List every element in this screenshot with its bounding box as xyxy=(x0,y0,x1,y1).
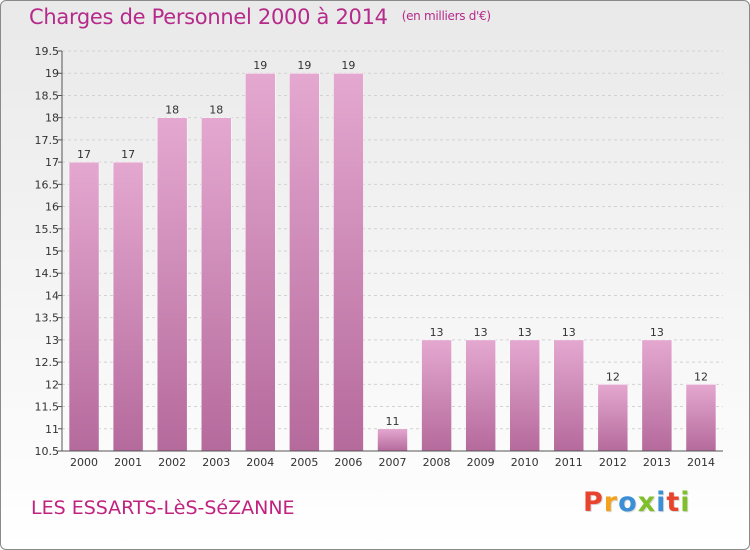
bar[interactable] xyxy=(685,384,717,452)
y-tick-label: 14.5 xyxy=(35,267,60,280)
logo-letter: o xyxy=(618,487,638,518)
proxiti-logo[interactable]: Proxiti xyxy=(583,487,691,518)
x-tick-label: 2012 xyxy=(599,456,627,469)
y-tick-label: 13 xyxy=(45,334,59,347)
chart-title: Charges de Personnel 2000 à 2014 (en mill… xyxy=(29,5,491,29)
x-tick-label: 2007 xyxy=(379,456,407,469)
x-tick-label: 2006 xyxy=(334,456,362,469)
bar[interactable] xyxy=(509,339,540,452)
data-label: 13 xyxy=(650,326,664,339)
bar[interactable] xyxy=(156,117,188,452)
bar[interactable] xyxy=(641,339,673,452)
x-tick-label: 2003 xyxy=(202,456,230,469)
bar[interactable] xyxy=(245,72,276,452)
data-label: 18 xyxy=(209,104,223,117)
y-tick-label: 12 xyxy=(45,378,59,391)
data-label: 13 xyxy=(562,326,576,339)
logo-letter: r xyxy=(603,487,619,518)
y-tick-label: 11.5 xyxy=(35,401,60,414)
x-tick-label: 2004 xyxy=(246,456,274,469)
data-label: 12 xyxy=(606,370,620,383)
y-tick-label: 15.5 xyxy=(35,223,60,236)
x-tick-label: 2009 xyxy=(467,456,495,469)
y-tick-label: 12.5 xyxy=(35,356,60,369)
y-tick-label: 16 xyxy=(45,201,59,214)
chart-title-text: Charges de Personnel 2000 à 2014 xyxy=(29,5,388,29)
bar[interactable] xyxy=(421,339,452,452)
bar[interactable] xyxy=(112,161,144,452)
logo-letter: i xyxy=(656,487,667,518)
x-tick-label: 2011 xyxy=(555,456,583,469)
y-axis: 10.5 11 11.5 12 12.5 13 13.5 14 14.5 15 15.5 16 16.5… xyxy=(35,45,63,458)
logo-letter: x xyxy=(637,487,657,518)
bar[interactable] xyxy=(289,72,320,452)
y-tick-label: 17.5 xyxy=(35,134,60,147)
data-label: 12 xyxy=(694,370,708,383)
data-label: 18 xyxy=(165,104,179,117)
bar[interactable] xyxy=(553,339,585,452)
x-tick-label: 2008 xyxy=(423,456,451,469)
x-tick-label: 2014 xyxy=(687,456,715,469)
bar[interactable] xyxy=(68,161,100,452)
chart-unit: (en milliers d'€) xyxy=(401,9,491,23)
y-tick-label: 11 xyxy=(45,423,59,436)
x-tick-label: 2001 xyxy=(114,456,142,469)
bar[interactable] xyxy=(597,384,629,452)
data-label: 19 xyxy=(297,59,311,72)
data-label: 13 xyxy=(474,326,488,339)
logo-letter: i xyxy=(680,487,691,518)
x-tick-label: 2013 xyxy=(643,456,671,469)
y-tick-label: 13.5 xyxy=(35,312,60,325)
data-label: 17 xyxy=(121,148,135,161)
bars: 17 17 18 18 19 19 19 11 13 13 13 13 12 13 12 xyxy=(68,59,717,452)
x-tick-label: 2000 xyxy=(70,456,98,469)
data-label: 13 xyxy=(518,326,532,339)
x-axis: 2000 2001 2002 2003 2004 2005 2006 2007 2008 2009… xyxy=(62,450,723,469)
y-tick-label: 15 xyxy=(45,245,59,258)
y-tick-label: 10.5 xyxy=(35,445,60,458)
y-tick-label: 19.5 xyxy=(35,45,60,58)
y-tick-label: 17 xyxy=(45,156,59,169)
data-label: 19 xyxy=(253,59,267,72)
y-tick-label: 16.5 xyxy=(35,178,60,191)
data-label: 13 xyxy=(430,326,444,339)
y-tick-label: 14 xyxy=(45,289,59,302)
data-label: 11 xyxy=(386,415,400,428)
y-tick-label: 19 xyxy=(45,67,59,80)
bar[interactable] xyxy=(377,428,408,452)
x-tick-label: 2002 xyxy=(158,456,186,469)
data-label: 19 xyxy=(341,59,355,72)
bar[interactable] xyxy=(465,339,496,452)
data-label: 17 xyxy=(77,148,91,161)
logo-letter: P xyxy=(583,487,604,518)
bar[interactable] xyxy=(333,72,364,452)
y-tick-label: 18.5 xyxy=(35,89,60,102)
logo-letter: t xyxy=(666,487,681,518)
x-tick-label: 2005 xyxy=(290,456,318,469)
bar[interactable] xyxy=(200,117,232,452)
x-tick-label: 2010 xyxy=(511,456,539,469)
commune-name: LES ESSARTS-LèS-SéZANNE xyxy=(31,497,295,519)
y-tick-label: 18 xyxy=(45,112,59,125)
